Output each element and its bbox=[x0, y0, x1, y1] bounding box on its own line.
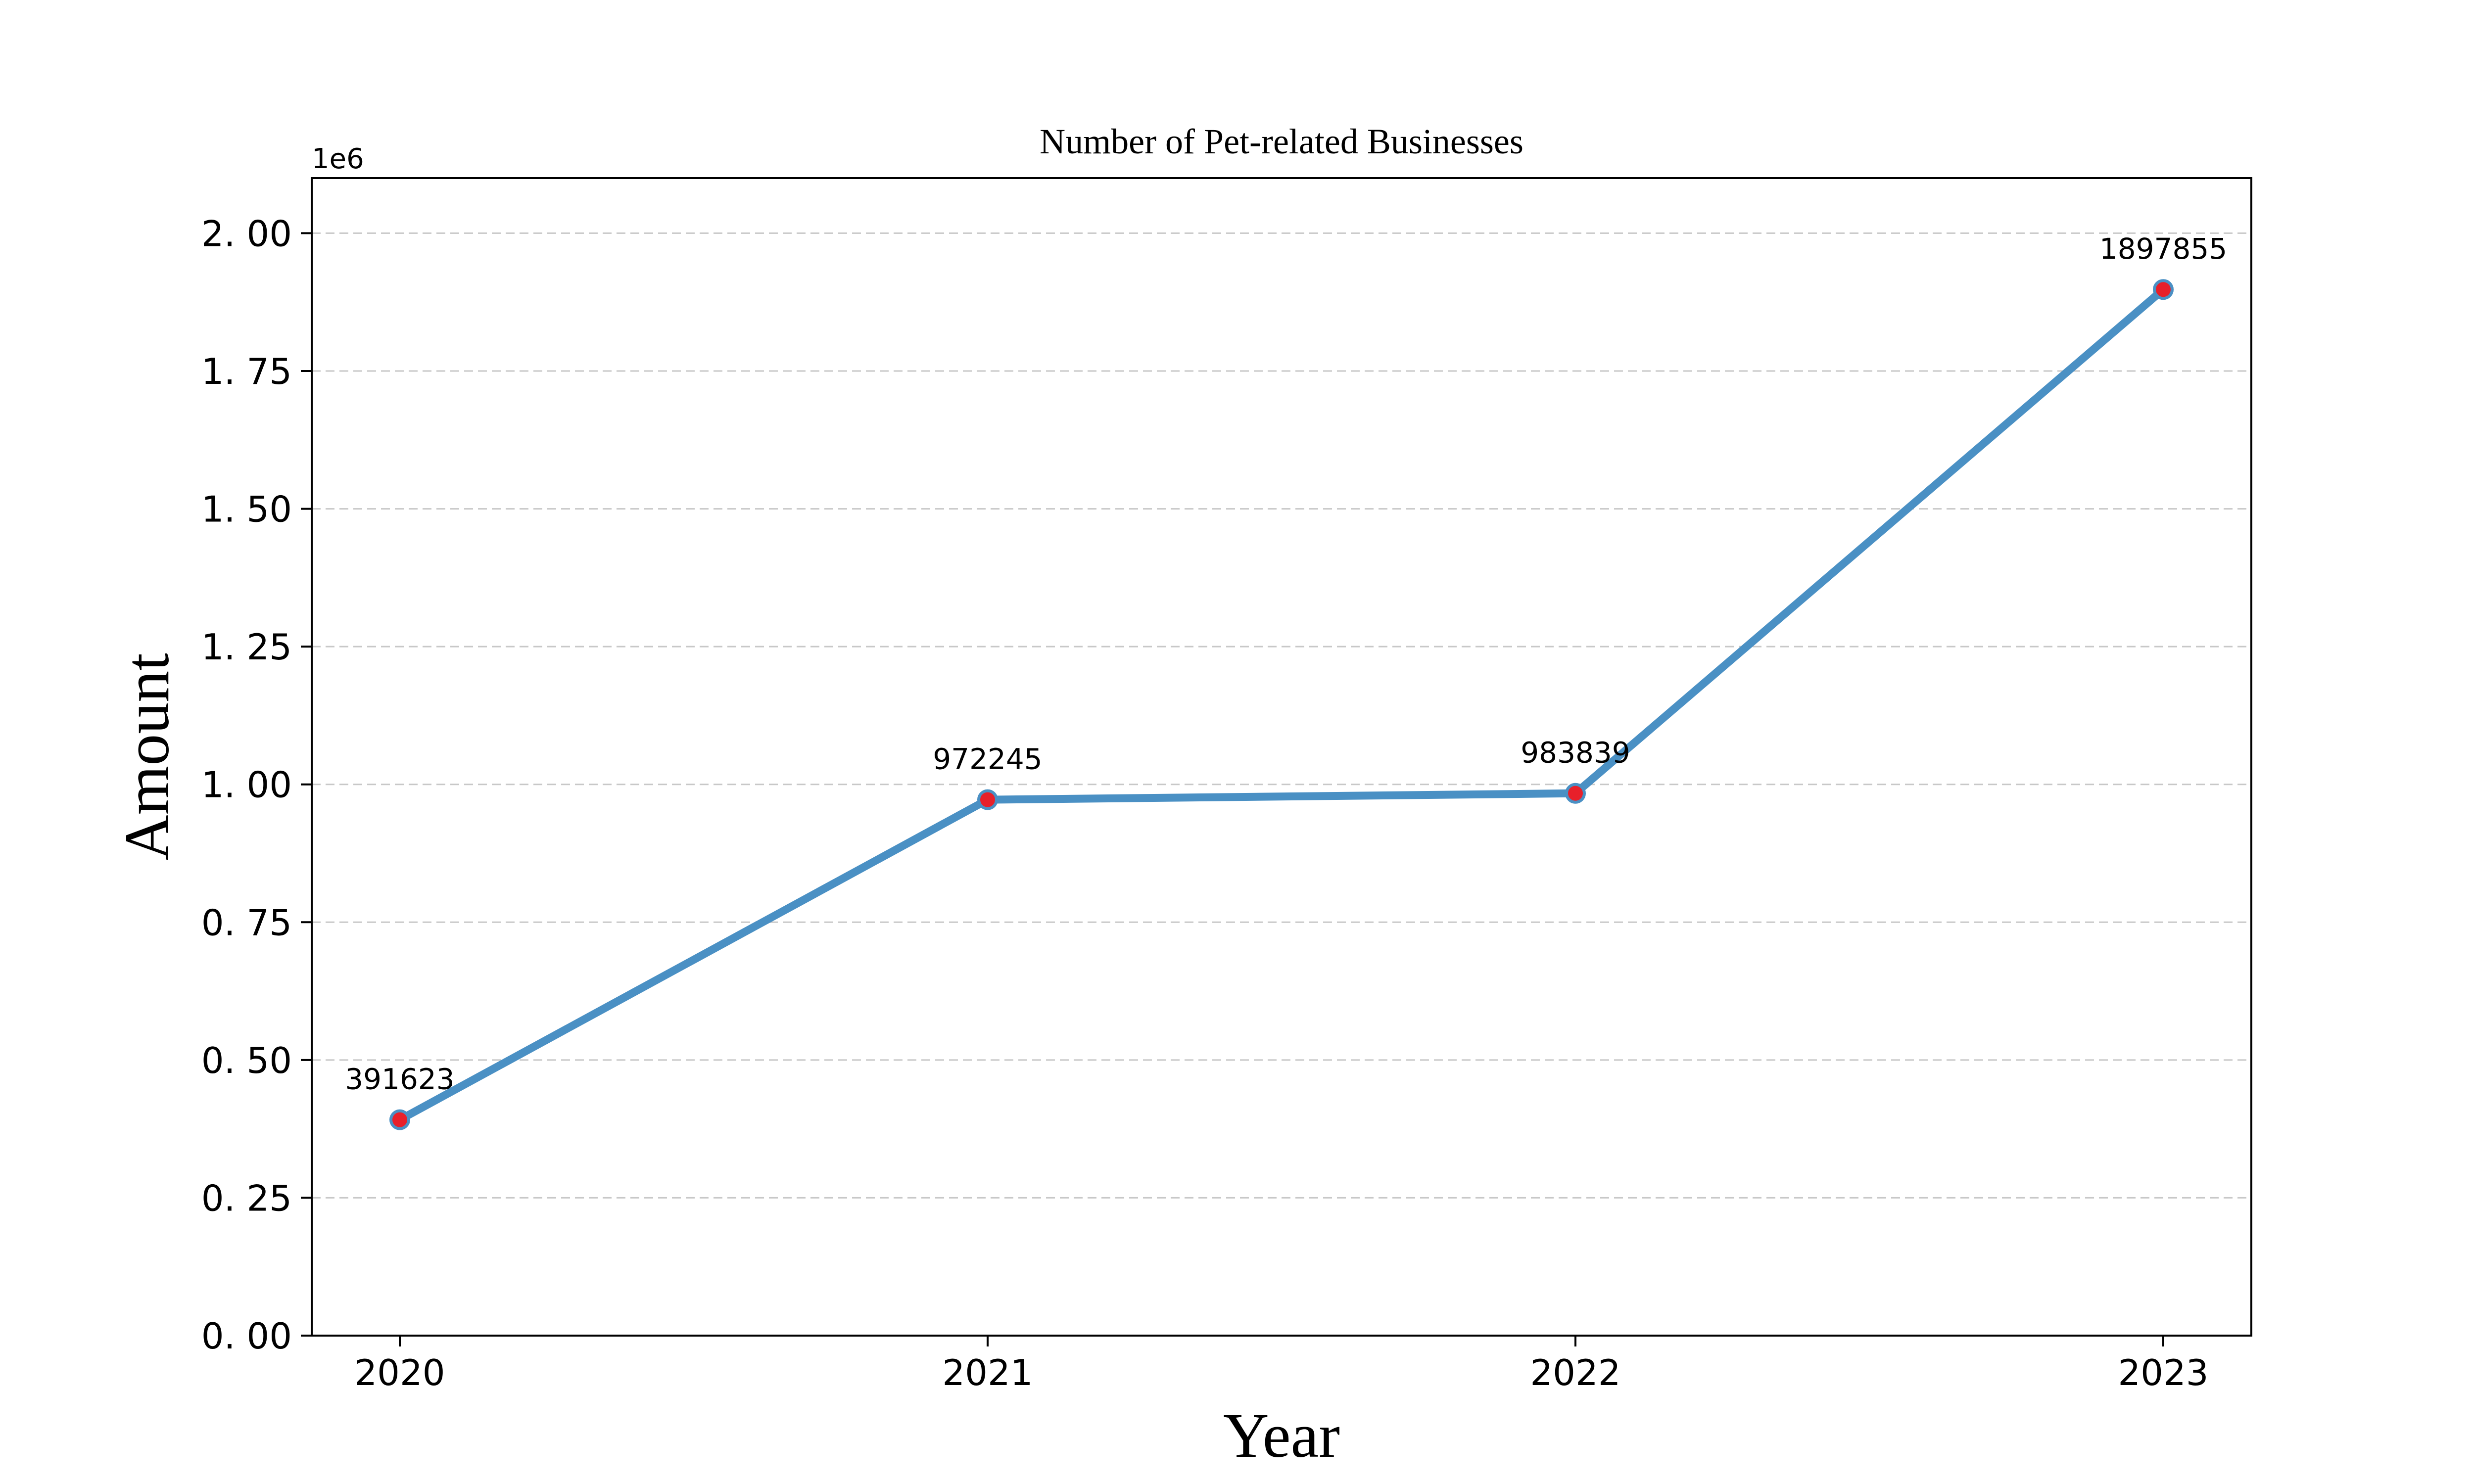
x-axis-label: Year bbox=[1223, 1400, 1340, 1471]
y-tick-label: 1. 25 bbox=[201, 626, 292, 668]
series-line-layer bbox=[396, 285, 2167, 1124]
series-line bbox=[396, 285, 2167, 1124]
data-point-marker bbox=[2153, 279, 2174, 300]
x-tick-label: 2023 bbox=[2118, 1352, 2208, 1393]
y-tick-label: 0. 00 bbox=[201, 1315, 292, 1357]
markers-layer bbox=[389, 279, 2174, 1130]
ticks-layer: 0. 00 0. 25 0. 50 0. 75 1. 00 1. 25 1. 50 1. 75… bbox=[201, 213, 2209, 1393]
y-tick-label: 2. 00 bbox=[201, 213, 292, 254]
data-point-marker bbox=[977, 789, 998, 810]
data-label: 1897855 bbox=[2099, 232, 2227, 266]
y-tick-label: 1. 50 bbox=[201, 489, 292, 530]
data-label: 983839 bbox=[1521, 736, 1630, 770]
chart-title: Number of Pet-related Businesses bbox=[1040, 122, 1523, 161]
data-point-marker bbox=[389, 1109, 410, 1130]
y-tick-label: 1. 75 bbox=[201, 351, 292, 392]
gridlines bbox=[312, 232, 2251, 1199]
data-label: 972245 bbox=[933, 742, 1042, 776]
plot-area-frame bbox=[311, 177, 2252, 1337]
x-tick-label: 2022 bbox=[1530, 1352, 1620, 1393]
y-tick-label: 1. 00 bbox=[201, 764, 292, 806]
y-tick-label: 0. 50 bbox=[201, 1040, 292, 1081]
x-tick-label: 2021 bbox=[942, 1352, 1033, 1393]
data-point-marker bbox=[1565, 783, 1586, 804]
y-axis-offset-label: 1e6 bbox=[312, 143, 364, 175]
y-axis-label: Amount bbox=[112, 653, 182, 861]
x-tick-label: 2020 bbox=[354, 1352, 445, 1393]
y-tick-label: 0. 25 bbox=[201, 1177, 292, 1219]
y-tick-label: 0. 75 bbox=[201, 902, 292, 943]
data-labels-layer: 391623 972245 983839 1897855 bbox=[345, 232, 2227, 1096]
data-label: 391623 bbox=[345, 1063, 454, 1096]
